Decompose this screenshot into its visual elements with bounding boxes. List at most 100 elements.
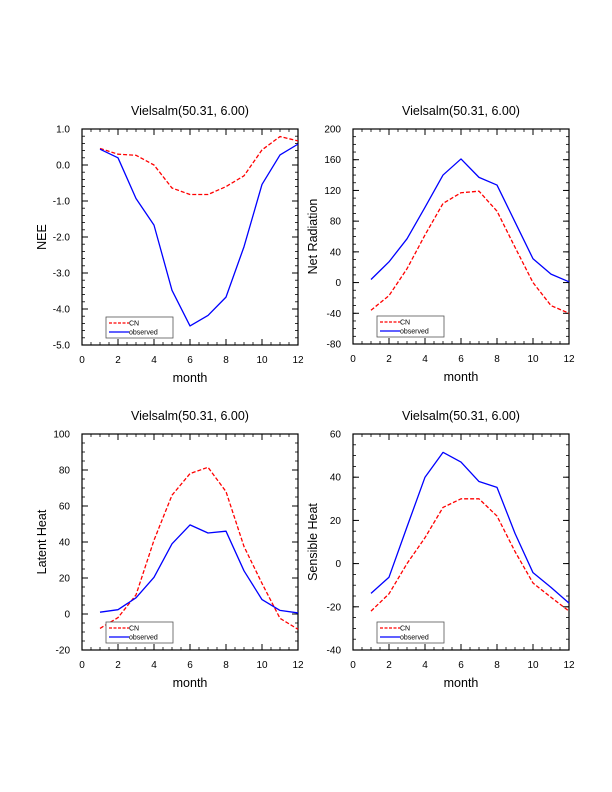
y-tick-label: -1.0 (53, 197, 71, 208)
legend-label-cn: CN (400, 320, 410, 327)
chart-title: Vielsalm(50.31, 6.00) (402, 104, 520, 118)
x-axis-label: month (173, 676, 208, 690)
series-line-cn (99, 466, 299, 630)
y-tick-label: 0 (335, 278, 341, 289)
y-tick-label: 0 (335, 559, 341, 570)
legend-label-observed: observed (129, 635, 158, 642)
series-line-cn (370, 190, 570, 314)
x-tick-label: 10 (527, 354, 539, 365)
y-tick-label: 80 (59, 466, 71, 477)
series-line-observed (370, 451, 570, 604)
y-tick-label: -20 (56, 646, 71, 657)
x-tick-label: 12 (563, 660, 575, 671)
legend: CN observed (105, 316, 174, 339)
y-axis-label: Sensible Heat (306, 503, 320, 581)
legend-label-observed: observed (400, 329, 429, 336)
y-tick-label: 160 (324, 155, 341, 166)
y-tick-label: 40 (330, 473, 342, 484)
y-tick-label: 20 (59, 574, 71, 585)
chart-title: Vielsalm(50.31, 6.00) (402, 409, 520, 423)
y-tick-label: 60 (59, 502, 71, 513)
y-tick-label: -80 (327, 340, 342, 351)
legend: CN observed (105, 621, 174, 644)
chart-panel-4: Vielsalm(50.31, 6.00) 0 2 4 6 8 10 12 60 40 20 0 -20… (306, 409, 575, 690)
plot-frame (352, 128, 570, 345)
x-tick-label: 10 (527, 660, 539, 671)
x-tick-label: 4 (422, 660, 428, 671)
series-line-cn (99, 135, 299, 196)
y-tick-label: -40 (327, 646, 342, 657)
x-axis-label: month (444, 370, 479, 384)
y-tick-label: 40 (330, 247, 342, 258)
x-tick-label: 2 (386, 660, 392, 671)
y-axis-label: NEE (35, 224, 49, 250)
x-tick-label: 0 (350, 660, 356, 671)
plot-frame (352, 433, 570, 651)
x-tick-label: 0 (79, 660, 85, 671)
x-tick-label: 4 (422, 354, 428, 365)
x-tick-label: 2 (115, 660, 121, 671)
chart-panel-3: Vielsalm(50.31, 6.00) 0 2 4 6 8 10 12 100 80 60 40 2… (35, 409, 304, 690)
x-tick-label: 12 (292, 660, 304, 671)
y-tick-label: -20 (327, 602, 342, 613)
y-tick-label: -5.0 (53, 341, 71, 352)
y-tick-label: 200 (324, 125, 341, 136)
chart-panel-2: Vielsalm(50.31, 6.00) 0 2 4 6 8 10 12 200 160 120 8… (306, 104, 575, 384)
x-axis-label: month (173, 371, 208, 385)
legend-label-observed: observed (400, 635, 429, 642)
x-tick-label: 8 (223, 660, 229, 671)
y-tick-label: 40 (59, 538, 71, 549)
legend-box (376, 315, 445, 338)
legend-label-cn: CN (400, 626, 410, 633)
y-tick-label: -2.0 (53, 233, 71, 244)
chart-panel-1: Vielsalm(50.31, 6.00) 0 2 4 6 8 10 12 1.0 0.0 -1.0… (35, 104, 304, 385)
x-tick-label: 2 (386, 354, 392, 365)
legend-box (105, 316, 174, 339)
x-tick-label: 0 (350, 354, 356, 365)
x-tick-label: 6 (187, 660, 193, 671)
y-axis-label: Net Radiation (306, 199, 320, 275)
x-tick-label: 4 (151, 660, 157, 671)
y-tick-label: 120 (324, 186, 341, 197)
y-tick-label: 20 (330, 516, 342, 527)
legend: CN observed (376, 315, 445, 338)
x-tick-label: 8 (494, 354, 500, 365)
x-tick-label: 6 (187, 355, 193, 366)
x-axis-label: month (444, 676, 479, 690)
y-tick-label: 80 (330, 217, 342, 228)
legend-label-observed: observed (129, 330, 158, 337)
y-tick-label: -3.0 (53, 269, 71, 280)
y-tick-label: 0 (64, 610, 70, 621)
x-tick-label: 6 (458, 660, 464, 671)
x-tick-label: 10 (256, 660, 268, 671)
legend-box (376, 621, 445, 644)
x-tick-label: 12 (292, 355, 304, 366)
y-tick-label: 100 (53, 430, 70, 441)
plot-frame (81, 128, 299, 346)
chart-title: Vielsalm(50.31, 6.00) (131, 104, 249, 118)
x-tick-label: 10 (256, 355, 268, 366)
x-tick-label: 4 (151, 355, 157, 366)
series-line-observed (99, 524, 299, 614)
legend-label-cn: CN (129, 626, 139, 633)
y-tick-label: 1.0 (56, 125, 70, 136)
y-tick-label: 60 (330, 430, 342, 441)
x-tick-label: 8 (494, 660, 500, 671)
plot-frame (81, 433, 299, 651)
x-tick-label: 8 (223, 355, 229, 366)
y-tick-label: -40 (327, 309, 342, 320)
x-tick-label: 6 (458, 354, 464, 365)
series-line-cn (370, 498, 570, 612)
series-line-observed (99, 143, 299, 327)
legend-box (105, 621, 174, 644)
x-tick-label: 12 (563, 354, 575, 365)
x-tick-label: 0 (79, 355, 85, 366)
y-axis-label: Latent Heat (35, 509, 49, 574)
legend-label-cn: CN (129, 321, 139, 328)
y-tick-label: 0.0 (56, 161, 70, 172)
y-tick-label: -4.0 (53, 305, 71, 316)
chart-title: Vielsalm(50.31, 6.00) (131, 409, 249, 423)
legend: CN observed (376, 621, 445, 644)
series-line-observed (370, 158, 570, 283)
